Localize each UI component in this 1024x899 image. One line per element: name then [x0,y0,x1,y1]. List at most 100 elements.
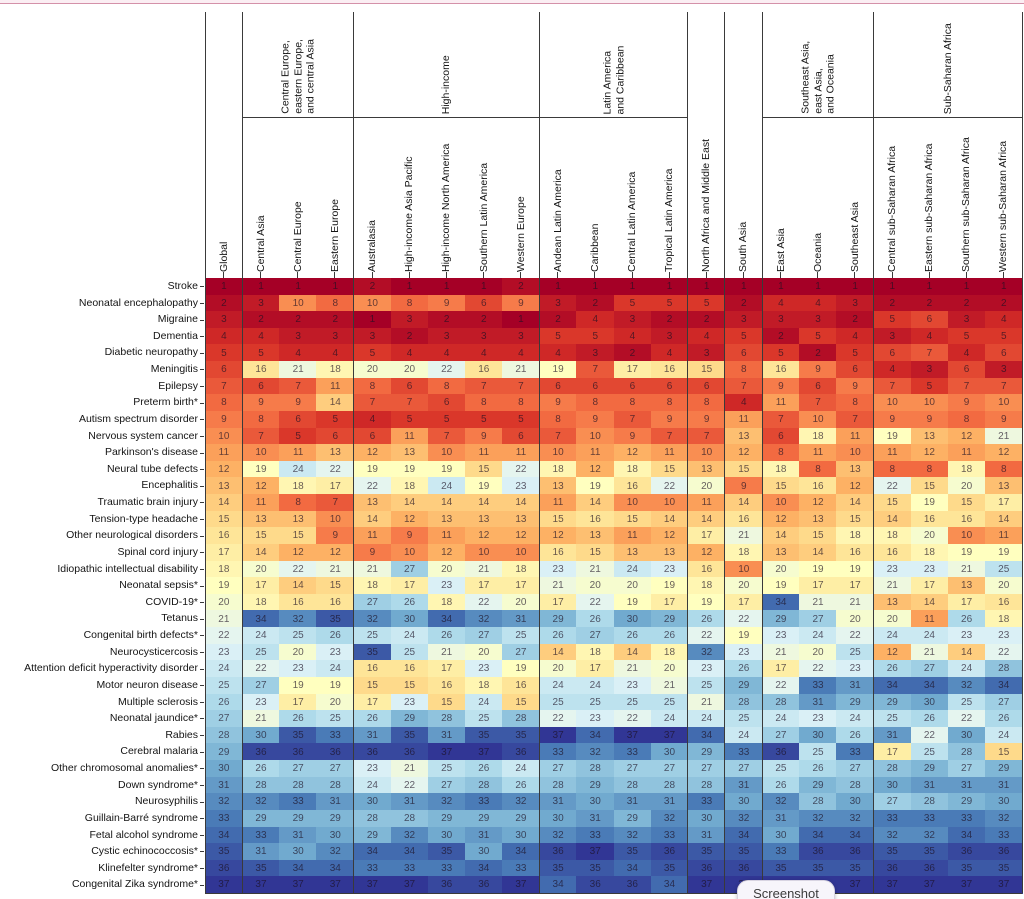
heatmap-cell: 13 [724,427,763,445]
heatmap-cell: 35 [836,859,875,877]
heatmap-cell: 19 [799,560,837,578]
heatmap-cell: 10 [242,444,280,462]
heatmap-cell: 24 [576,676,615,695]
row-label: Motor neuron disease [96,678,198,691]
row-tick [200,668,204,670]
heatmap-cell: 5 [613,294,652,312]
heatmap-cell: 8 [873,460,912,479]
heatmap-cell: 29 [947,793,986,811]
heatmap-cell: 15 [242,527,280,545]
heatmap-cell: 21 [390,760,429,778]
heatmap-cell: 5 [799,327,837,346]
heatmap-cell: 32 [873,826,912,844]
heatmap-cell: 2 [242,311,280,329]
heatmap-cell: 16 [910,510,949,528]
heatmap-cell: 13 [650,543,689,562]
heatmap-cell: 30 [427,826,466,844]
heatmap-cell: 23 [687,660,726,678]
heatmap-cell: 37 [242,876,280,894]
heatmap-cell: 5 [650,294,689,312]
top-divider-line [0,3,1024,4]
heatmap-cell: 15 [947,494,986,512]
heatmap-cell: 31 [316,793,355,811]
heatmap-cell: 17 [242,577,280,595]
heatmap-cell: 21 [873,577,912,595]
heatmap-cell: 30 [279,843,317,861]
heatmap-cell: 16 [279,593,317,612]
heatmap-cell: 23 [390,693,429,711]
row-tick [200,485,204,487]
heatmap-cell: 21 [799,593,837,612]
heatmap-cell: 32 [464,610,503,628]
group-underline [539,117,688,118]
heatmap-cell: 29 [279,809,317,828]
row-tick [200,868,204,870]
heatmap-cell: 28 [539,776,577,794]
heatmap-cell: 15 [427,693,466,711]
screenshot-pill[interactable]: Screenshot [737,880,835,899]
heatmap-cell: 1 [910,278,949,296]
heatmap-cell: 30 [724,793,763,811]
heatmap-cell: 13 [390,444,429,462]
heatmap-cell: 14 [836,494,875,512]
heatmap-cell: 14 [576,494,615,512]
heatmap-cell: 4 [464,344,503,362]
heatmap-cell: 17 [910,577,949,595]
heatmap-cell: 8 [910,460,949,479]
heatmap-cell: 17 [799,577,837,595]
heatmap-cell: 20 [427,560,466,578]
heatmap-cell: 29 [464,809,503,828]
heatmap-cell: 11 [576,444,615,462]
heatmap-cell: 20 [316,693,355,711]
heatmap-cell: 2 [910,294,949,312]
heatmap-cell: 35 [799,859,837,877]
heatmap-cell: 23 [279,660,317,678]
heatmap-cell: 10 [613,494,652,512]
row-label: Migraine [157,313,198,326]
heatmap-cell: 19 [205,577,243,595]
row-label: Congenital Zika syndrome* [71,878,198,891]
heatmap-cell: 31 [650,793,689,811]
row-tick [200,801,204,803]
heatmap-cell: 7 [539,427,577,445]
heatmap-cell: 23 [836,660,875,678]
heatmap-cell: 24 [353,776,392,794]
heatmap-cell: 16 [390,660,429,678]
heatmap-cell: 32 [910,826,949,844]
heatmap-cell: 16 [464,361,503,379]
heatmap-cell: 5 [873,311,912,329]
heatmap-cell: 28 [316,776,355,794]
heatmap-cell: 17 [836,577,875,595]
row-label: Multiple sclerosis [118,695,198,708]
heatmap-cell: 14 [502,494,540,512]
heatmap-cell: 11 [353,527,392,545]
heatmap-cell: 1 [799,278,837,296]
heatmap-cell: 15 [279,527,317,545]
heatmap-cell: 14 [353,510,392,528]
row-label: Autism spectrum disorder [78,412,198,425]
heatmap-cell: 33 [836,743,875,761]
heatmap-cell: 3 [576,344,615,362]
heatmap-cell: 13 [762,543,800,562]
heatmap-cell: 22 [724,610,763,628]
heatmap-cell: 6 [947,361,986,379]
heatmap-cell: 18 [502,560,540,578]
heatmap-cell: 13 [576,527,615,545]
heatmap-cell: 8 [205,394,243,412]
heatmap-cell: 18 [724,543,763,562]
heatmap-cell: 26 [724,660,763,678]
heatmap-cell: 27 [353,593,392,612]
heatmap-cell: 23 [353,760,392,778]
heatmap-cell: 12 [316,543,355,562]
heatmap-cell: 10 [502,543,540,562]
heatmap-cell: 7 [910,344,949,362]
heatmap-cell: 31 [687,826,726,844]
column-tick [928,272,930,278]
heatmap-cell: 25 [947,693,986,711]
heatmap-cell: 36 [576,876,615,894]
heatmap-cell: 34 [613,859,652,877]
heatmap-cell: 4 [205,327,243,346]
heatmap-cell: 11 [316,377,355,395]
heatmap-cell: 19 [390,460,429,479]
heatmap-cell: 1 [724,278,763,296]
